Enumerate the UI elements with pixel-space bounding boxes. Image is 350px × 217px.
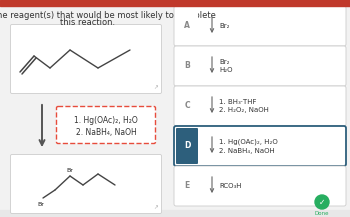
FancyBboxPatch shape [176, 8, 198, 44]
Text: C: C [184, 102, 190, 110]
FancyBboxPatch shape [174, 126, 346, 166]
FancyBboxPatch shape [10, 25, 161, 94]
Text: Br: Br [37, 202, 44, 207]
FancyBboxPatch shape [10, 155, 161, 214]
Text: 1. BH₃·THF
2. H₂O₂, NaOH: 1. BH₃·THF 2. H₂O₂, NaOH [219, 99, 269, 113]
Bar [0, 0, 350, 6]
FancyBboxPatch shape [176, 88, 198, 124]
FancyBboxPatch shape [174, 6, 346, 46]
Text: 1. Hg(OAc)₂, H₂O: 1. Hg(OAc)₂, H₂O [74, 116, 138, 125]
Text: Br: Br [66, 168, 74, 173]
Bar [0, 210, 350, 217]
Text: Br₂: Br₂ [219, 23, 230, 29]
FancyBboxPatch shape [176, 128, 198, 164]
Circle shape [315, 195, 329, 209]
Text: RCO₃H: RCO₃H [219, 183, 241, 189]
Text: B: B [184, 61, 190, 71]
FancyBboxPatch shape [174, 166, 346, 206]
Text: ✓: ✓ [319, 197, 325, 207]
Text: Choose the reagent(s) that would be most likely to complete: Choose the reagent(s) that would be most… [0, 11, 216, 20]
FancyBboxPatch shape [56, 107, 155, 143]
FancyBboxPatch shape [174, 86, 346, 126]
FancyBboxPatch shape [176, 168, 198, 204]
Text: E: E [184, 181, 190, 191]
Text: A: A [184, 21, 190, 31]
Text: ↗: ↗ [153, 85, 158, 90]
Text: Br₂
H₂O: Br₂ H₂O [219, 59, 232, 73]
Text: 2. NaBH₄, NaOH: 2. NaBH₄, NaOH [76, 128, 136, 137]
Text: D: D [184, 141, 190, 151]
Text: this reaction.: this reaction. [61, 18, 116, 27]
FancyBboxPatch shape [174, 46, 346, 86]
Text: 1. Hg(OAc)₂, H₂O
2. NaBH₄, NaOH: 1. Hg(OAc)₂, H₂O 2. NaBH₄, NaOH [219, 138, 278, 153]
Text: Done: Done [315, 211, 329, 216]
Text: ↗: ↗ [153, 205, 158, 210]
FancyBboxPatch shape [176, 48, 198, 84]
